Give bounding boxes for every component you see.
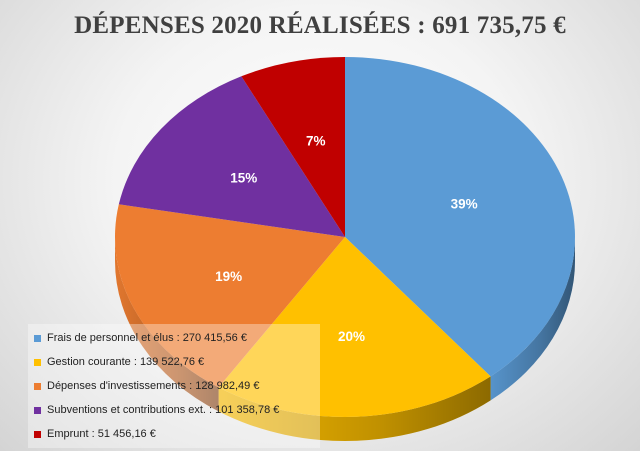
legend-item-gestion-courante: Gestion courante : 139 522,76 € (34, 354, 204, 370)
legend-swatch (34, 430, 41, 438)
pie-slice-emprunt (241, 57, 345, 237)
pie-slices (114, 57, 575, 417)
legend-swatch (34, 382, 41, 390)
legend-swatch (34, 334, 41, 342)
legend-item-frais-personnel: Frais de personnel et élus : 270 415,56 … (34, 330, 247, 346)
chart-legend: Frais de personnel et élus : 270 415,56 … (28, 324, 320, 448)
pie-percent-labels: 39% 20% 19% 15% 7% (215, 134, 478, 344)
pie-slice-depenses-d-investissements (114, 204, 345, 388)
pie-percent-label: 19% (215, 269, 242, 284)
legend-item-investissements: Dépenses d'investissements : 128 982,49 … (34, 378, 259, 394)
pie-percent-label: 39% (451, 197, 478, 212)
legend-swatch (34, 406, 41, 414)
pie-side-shade (490, 237, 575, 401)
pie-slice-subventions-et-contributions-ext (118, 76, 346, 237)
pie-percent-label: 7% (306, 134, 326, 149)
pie-3d-sides (115, 237, 575, 441)
chart-title: DÉPENSES 2020 RÉALISÉES : 691 735,75 € (74, 12, 566, 39)
pie-side-shade (115, 237, 219, 412)
legend-label: Emprunt : 51 456,16 € (47, 428, 156, 440)
pie-slice-frais-de-personnel-et-elus (345, 57, 575, 377)
pie-percent-label: 20% (338, 329, 365, 344)
pie-slice-gestion-courante (218, 237, 491, 417)
pie-side-shade (218, 376, 491, 441)
legend-label: Frais de personnel et élus : 270 415,56 … (47, 332, 247, 344)
legend-item-subventions: Subventions et contributions ext. : 101 … (34, 402, 279, 418)
legend-label: Subventions et contributions ext. : 101 … (47, 404, 280, 416)
legend-swatch (34, 358, 41, 366)
legend-item-emprunt: Emprunt : 51 456,16 € (34, 426, 156, 442)
pie-percent-label: 15% (230, 171, 257, 186)
legend-label: Dépenses d'investissements : 128 982,49 … (47, 380, 260, 392)
legend-label: Gestion courante : 139 522,76 € (47, 356, 205, 368)
